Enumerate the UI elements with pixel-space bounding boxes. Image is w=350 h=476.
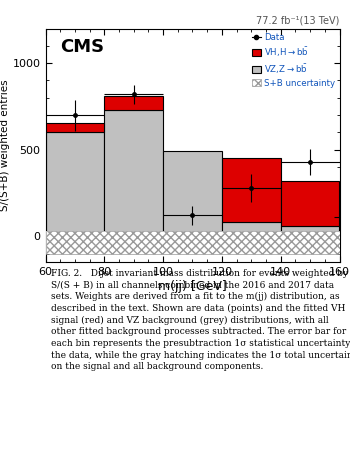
Bar — [163, 151, 222, 236]
Bar — [46, 123, 104, 132]
Bar — [46, 231, 340, 254]
Bar — [281, 226, 339, 236]
Bar — [222, 159, 281, 222]
Y-axis label: S/(S+B) weighted entries: S/(S+B) weighted entries — [0, 79, 10, 211]
Legend: Data, VH,H$\rightarrow$b$\bar{\rm b}$, VZ,Z$\rightarrow$b$\bar{\rm b}$, S+B unce: Data, VH,H$\rightarrow$b$\bar{\rm b}$, V… — [250, 31, 337, 89]
Bar — [46, 231, 340, 254]
X-axis label: m(jj) [GeV]: m(jj) [GeV] — [158, 280, 227, 293]
Bar — [46, 132, 104, 236]
Bar — [104, 96, 163, 110]
Bar — [104, 110, 163, 236]
Bar — [222, 222, 281, 236]
Bar — [281, 181, 339, 226]
Text: FIG. 2.   Dijet invariant mass distribution for events weighted by
S/(S + B) in : FIG. 2. Dijet invariant mass distributio… — [51, 268, 350, 371]
Text: 77.2 fb⁻¹(13 TeV): 77.2 fb⁻¹(13 TeV) — [256, 15, 340, 25]
Text: CMS: CMS — [60, 38, 104, 56]
